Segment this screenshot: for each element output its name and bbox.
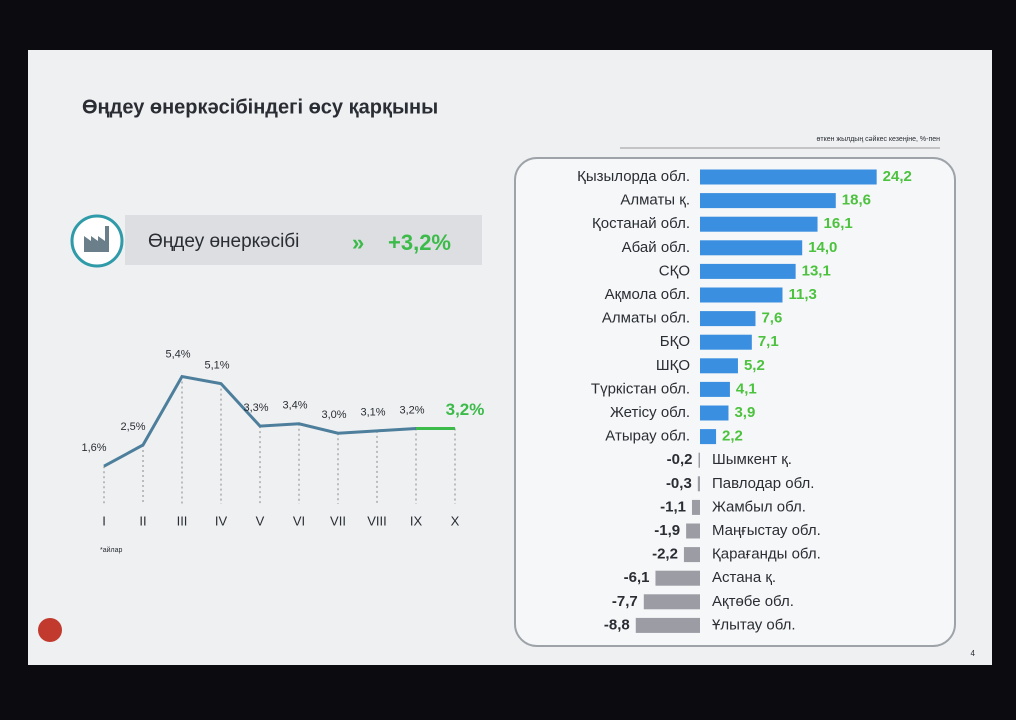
- category-label: Алматы обл.: [602, 310, 690, 327]
- bar: [700, 429, 717, 445]
- category-label: Астана қ.: [712, 569, 776, 586]
- kpi-arrow: »: [352, 230, 364, 255]
- bar: [700, 334, 752, 350]
- category-label: Павлодар обл.: [712, 475, 814, 492]
- value-label: 1,6%: [81, 442, 106, 454]
- value-label: -7,7: [612, 593, 638, 610]
- value-label: -8,8: [604, 616, 630, 633]
- bar: [700, 193, 836, 209]
- value-label: -0,3: [666, 475, 692, 492]
- bar: [697, 476, 700, 492]
- bar: [700, 381, 730, 397]
- slide-title: Өңдеу өнеркәсібіндегі өсу қарқыны: [82, 96, 438, 118]
- category-label: СҚО: [659, 262, 690, 279]
- bar: [683, 547, 700, 563]
- x-tick-label: IX: [410, 513, 423, 528]
- value-label: 3,0%: [321, 409, 346, 421]
- value-label: 4,1: [736, 380, 757, 397]
- bar: [686, 523, 700, 539]
- x-tick-label: II: [139, 513, 146, 528]
- category-label: Ақмола обл.: [605, 286, 690, 303]
- value-label: 2,2: [722, 428, 743, 445]
- bar-panel: [514, 157, 956, 647]
- value-label: -1,1: [660, 498, 686, 515]
- category-label: Жетісу обл.: [610, 404, 690, 421]
- category-label: Қостанай обл.: [592, 215, 690, 232]
- bar: [700, 240, 803, 256]
- bar: [700, 216, 818, 232]
- x-tick-label: IV: [215, 513, 228, 528]
- value-label: 3,3%: [243, 402, 268, 414]
- category-label: Атырау обл.: [605, 428, 690, 445]
- value-label: -1,9: [654, 522, 680, 539]
- value-label: -6,1: [624, 569, 650, 586]
- value-label: 7,6: [761, 310, 782, 327]
- category-label: Жамбыл обл.: [712, 498, 806, 515]
- bar: [700, 287, 783, 303]
- value-label: 13,1: [802, 262, 831, 279]
- bar: [635, 617, 700, 633]
- kpi-box: [125, 215, 482, 265]
- bar: [643, 594, 700, 610]
- value-label: 5,1%: [204, 360, 229, 372]
- x-tick-label: V: [256, 513, 265, 528]
- bar: [700, 311, 756, 327]
- category-label: Қызылорда обл.: [577, 168, 690, 185]
- category-label: ШҚО: [656, 357, 690, 374]
- bar: [700, 405, 729, 421]
- category-label: Ақтөбе обл.: [712, 593, 794, 610]
- value-label: 14,0: [808, 239, 837, 256]
- x-tick-label: III: [177, 513, 188, 528]
- category-label: Абай обл.: [622, 239, 690, 256]
- bar: [655, 570, 700, 586]
- x-tick-label: I: [102, 513, 106, 528]
- value-label: 5,2: [744, 357, 765, 374]
- bar: [700, 358, 738, 374]
- value-label: 18,6: [842, 192, 871, 209]
- bar: [698, 452, 700, 468]
- category-label: Түркістан обл.: [591, 380, 690, 397]
- category-label: Алматы қ.: [620, 192, 690, 209]
- value-label: 3,2%: [446, 400, 485, 419]
- x-tick-label: VI: [293, 513, 305, 528]
- value-label: 5,4%: [165, 348, 190, 360]
- value-label: 3,4%: [282, 400, 307, 412]
- category-label: Қарағанды обл.: [712, 546, 821, 563]
- value-label: 3,2%: [399, 404, 424, 416]
- logo: [38, 618, 62, 642]
- x-tick-label: VIII: [367, 513, 387, 528]
- value-label: 16,1: [824, 215, 853, 232]
- bar: [691, 499, 700, 515]
- category-label: БҚО: [660, 333, 690, 350]
- value-label: 2,5%: [120, 421, 145, 433]
- category-label: Шымкент қ.: [712, 451, 792, 468]
- value-label: 11,3: [788, 286, 816, 303]
- category-label: Маңғыстау обл.: [712, 522, 821, 539]
- kpi-value: +3,2%: [388, 230, 451, 255]
- factory-icon: [84, 226, 109, 252]
- value-label: 24,2: [883, 168, 912, 185]
- page-number: 4: [971, 649, 976, 658]
- bar: [700, 169, 877, 185]
- value-label: 7,1: [758, 333, 779, 350]
- footnote: *айлар: [100, 546, 123, 554]
- kpi-label: Өңдеу өнеркәсібі: [148, 231, 299, 252]
- x-tick-label: X: [451, 513, 460, 528]
- value-label: -2,2: [652, 546, 678, 563]
- value-label: -0,2: [667, 451, 693, 468]
- value-label: 3,1%: [360, 407, 385, 419]
- line: [103, 374, 455, 468]
- bar: [700, 263, 796, 279]
- value-label: 3,9: [734, 404, 755, 421]
- x-tick-label: VII: [330, 513, 346, 528]
- chart-subtitle: өткен жылдың сәйкес кезеңіне, %-пен: [816, 135, 940, 143]
- category-label: Ұлытау обл.: [712, 616, 796, 633]
